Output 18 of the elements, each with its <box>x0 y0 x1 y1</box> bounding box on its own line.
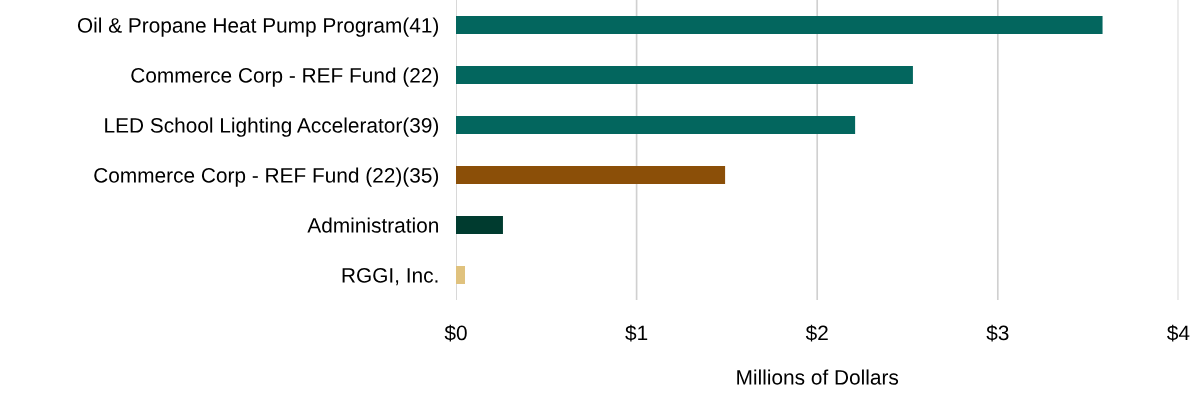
x-tick-label: $4 <box>1167 324 1190 342</box>
x-tick-label: $1 <box>625 324 648 342</box>
x-tick-label: $0 <box>444 324 467 342</box>
y-tick-label: RGGI, Inc. <box>342 268 438 286</box>
y-tick-label: Administration <box>307 217 438 233</box>
x-tick-label: $2 <box>805 324 828 342</box>
x-tick-label: $3 <box>986 324 1009 342</box>
bar <box>456 66 913 84</box>
y-tick-label: Commerce Corp - REF Fund (22) <box>131 67 439 87</box>
bar <box>456 266 466 284</box>
bar <box>456 216 503 234</box>
bar <box>456 16 1103 34</box>
y-tick-label: Oil & Propane Heat Pump Program(41) <box>77 17 439 37</box>
x-axis-title: Millions of Dollars <box>737 369 899 385</box>
y-tick-label: Commerce Corp - REF Fund (22)(35) <box>94 167 439 187</box>
bar <box>456 166 726 184</box>
bar <box>456 116 856 134</box>
y-tick-label: LED School Lighting Accelerator(39) <box>105 117 439 137</box>
